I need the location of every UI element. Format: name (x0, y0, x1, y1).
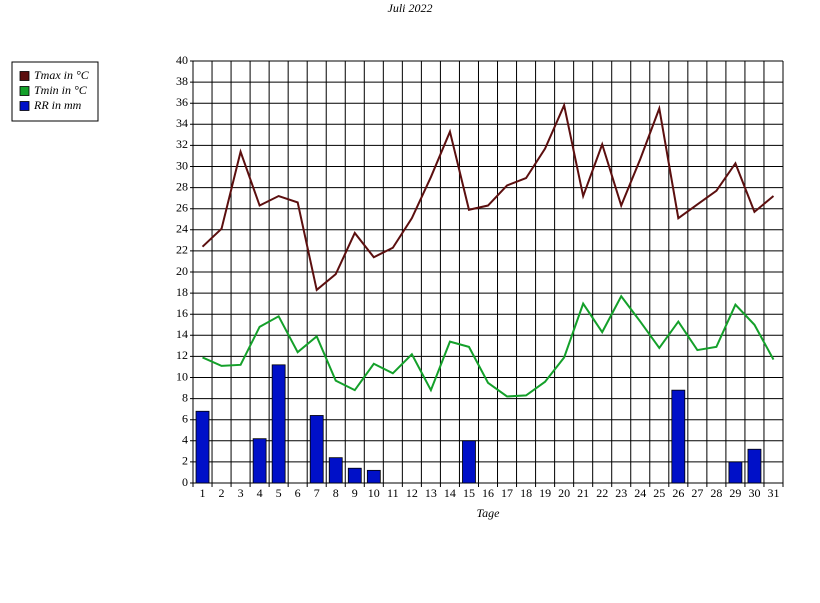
x-tick-label: 28 (710, 486, 722, 500)
y-tick-label: 18 (176, 285, 188, 299)
x-tick-label: 4 (257, 486, 263, 500)
x-tick-label: 12 (406, 486, 418, 500)
x-tick-label: 27 (691, 486, 703, 500)
chart-title: Juli 2022 (388, 1, 433, 15)
bar (195, 410, 210, 484)
line (202, 294, 775, 398)
x-tick-label: 2 (219, 486, 225, 500)
y-tick-label: 32 (176, 137, 188, 151)
legend-swatch (19, 86, 30, 96)
bar (728, 461, 743, 484)
x-tick-label: 15 (463, 486, 475, 500)
x-tick-label: 25 (653, 486, 665, 500)
bar (271, 364, 286, 484)
y-tick-label: 22 (176, 243, 188, 257)
x-tick-label: 20 (558, 486, 570, 500)
y-tick-label: 26 (176, 200, 188, 214)
x-tick-label: 21 (577, 486, 589, 500)
x-tick-label: 6 (295, 486, 301, 500)
y-tick-label: 6 (182, 411, 188, 425)
x-tick-label: 9 (352, 486, 358, 500)
x-tick-label: 16 (482, 486, 494, 500)
bar (252, 438, 267, 484)
bar (347, 467, 362, 484)
x-tick-label: 5 (276, 486, 282, 500)
x-tick-label: 13 (425, 486, 437, 500)
y-tick-label: 10 (176, 369, 188, 383)
y-tick-label: 24 (176, 222, 188, 236)
bar (747, 448, 762, 484)
x-tick-label: 14 (444, 486, 456, 500)
x-tick-label: 1 (200, 486, 206, 500)
x-tick-label: 23 (615, 486, 627, 500)
y-tick-label: 4 (182, 433, 188, 447)
y-tick-label: 16 (176, 306, 188, 320)
legend-label: Tmax in °C (34, 68, 90, 82)
bar (462, 440, 476, 484)
x-tick-label: 7 (314, 486, 320, 500)
y-tick-label: 30 (176, 158, 188, 172)
y-tick-label: 12 (176, 348, 188, 362)
y-tick-label: 20 (176, 264, 188, 278)
x-tick-label: 26 (672, 486, 684, 500)
y-tick-label: 8 (182, 390, 188, 404)
x-tick-label: 22 (596, 486, 608, 500)
y-tick-label: 0 (182, 475, 188, 489)
legend-label: RR in mm (33, 98, 82, 112)
legend-swatch (19, 101, 30, 111)
x-tick-label: 30 (748, 486, 760, 500)
bar (671, 389, 686, 484)
y-tick-label: 36 (176, 95, 188, 109)
x-tick-label: 19 (539, 486, 551, 500)
x-tick-label: 29 (729, 486, 741, 500)
bar (366, 469, 381, 484)
x-tick-label: 17 (501, 486, 513, 500)
bar (328, 457, 343, 484)
y-tick-label: 34 (176, 116, 188, 130)
y-tick-label: 40 (176, 53, 188, 67)
y-tick-label: 14 (176, 327, 188, 341)
x-tick-label: 10 (368, 486, 380, 500)
x-axis-label: Tage (477, 506, 501, 520)
bar (309, 415, 324, 484)
legend-swatch (19, 71, 30, 81)
legend-label: Tmin in °C (34, 83, 88, 97)
y-tick-label: 2 (182, 454, 188, 468)
x-tick-label: 11 (387, 486, 399, 500)
x-tick-label: 18 (520, 486, 532, 500)
line (201, 102, 775, 292)
y-tick-label: 38 (176, 74, 188, 88)
x-tick-label: 3 (238, 486, 244, 500)
y-tick-label: 28 (176, 179, 188, 193)
x-tick-label: 8 (333, 486, 339, 500)
x-tick-label: 24 (634, 486, 646, 500)
x-tick-label: 31 (767, 486, 779, 500)
